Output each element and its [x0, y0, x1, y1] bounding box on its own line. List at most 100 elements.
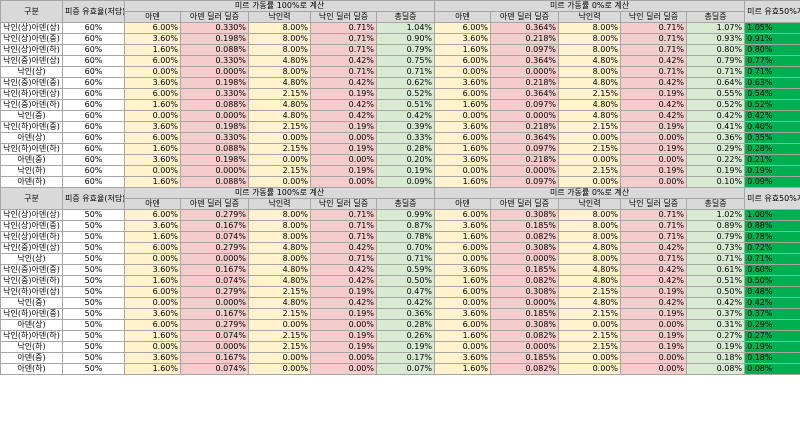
value-cell[interactable]: 0.308%	[490, 242, 560, 254]
value-cell[interactable]: 6.00%	[434, 88, 492, 100]
rate-cell[interactable]: 50%	[62, 319, 125, 331]
rate-cell[interactable]: 50%	[62, 242, 125, 254]
value-cell[interactable]: 0.71%	[310, 253, 377, 265]
value-cell[interactable]: 3.60%	[434, 264, 492, 276]
value-cell[interactable]: 0.082%	[490, 330, 560, 342]
row-name-cell[interactable]: 낙인(하)아덴(상)	[0, 286, 63, 298]
row-name-cell[interactable]: 아덴(중)	[0, 352, 63, 364]
value-cell[interactable]: 0.198%	[180, 154, 249, 166]
value-cell[interactable]: 2.15%	[248, 165, 311, 177]
value-cell[interactable]: 2.15%	[558, 286, 622, 298]
row-name-cell[interactable]: 낙인(중)아덴(상)	[0, 242, 63, 254]
value-cell[interactable]: 2.15%	[558, 121, 622, 133]
value-cell[interactable]: 1.60%	[124, 143, 181, 155]
value-cell[interactable]: 0.00%	[434, 253, 492, 265]
value-cell[interactable]: 4.80%	[248, 275, 311, 287]
value-cell[interactable]: 0.19%	[620, 88, 688, 100]
value-cell[interactable]: 0.51%	[686, 275, 746, 287]
value-cell[interactable]: 0.51%	[375, 99, 436, 111]
final-value-cell[interactable]: 0.52%	[744, 99, 800, 111]
value-cell[interactable]: 0.42%	[620, 55, 688, 67]
rate-cell[interactable]: 60%	[62, 33, 125, 45]
value-cell[interactable]: 0.42%	[310, 275, 377, 287]
value-cell[interactable]: 0.19%	[310, 143, 377, 155]
value-cell[interactable]: 2.15%	[248, 121, 311, 133]
value-cell[interactable]: 8.00%	[558, 209, 622, 221]
value-cell[interactable]: 4.80%	[248, 242, 311, 254]
value-cell[interactable]: 4.80%	[558, 110, 622, 122]
value-cell[interactable]: 4.80%	[558, 99, 622, 111]
value-cell[interactable]: 0.00%	[558, 154, 622, 166]
value-cell[interactable]: 0.00%	[310, 132, 377, 144]
value-cell[interactable]: 1.60%	[434, 275, 492, 287]
value-cell[interactable]: 0.20%	[375, 154, 436, 166]
value-cell[interactable]: 6.00%	[434, 209, 492, 221]
value-cell[interactable]: 0.00%	[124, 165, 181, 177]
value-cell[interactable]: 0.279%	[180, 286, 249, 298]
row-name-cell[interactable]: 낙인(하)아덴(중)	[0, 308, 63, 320]
value-cell[interactable]: 2.15%	[248, 143, 311, 155]
value-cell[interactable]: 0.42%	[620, 99, 688, 111]
value-cell[interactable]: 0.62%	[375, 77, 436, 89]
rate-cell[interactable]: 60%	[62, 121, 125, 133]
value-cell[interactable]: 0.00%	[558, 176, 622, 188]
value-cell[interactable]: 0.19%	[620, 341, 688, 353]
final-value-cell[interactable]: 0.88%	[744, 220, 800, 232]
value-cell[interactable]: 4.80%	[248, 297, 311, 309]
value-cell[interactable]: 0.07%	[375, 363, 436, 375]
value-cell[interactable]: 0.42%	[620, 264, 688, 276]
value-cell[interactable]: 4.80%	[558, 242, 622, 254]
value-cell[interactable]: 0.55%	[686, 88, 746, 100]
value-cell[interactable]: 0.73%	[686, 242, 746, 254]
value-cell[interactable]: 0.308%	[490, 209, 560, 221]
value-cell[interactable]: 0.00%	[124, 110, 181, 122]
value-cell[interactable]: 0.00%	[310, 154, 377, 166]
value-cell[interactable]: 3.60%	[124, 352, 181, 364]
value-cell[interactable]: 0.000%	[180, 253, 249, 265]
value-cell[interactable]: 8.00%	[248, 231, 311, 243]
final-value-cell[interactable]: 0.35%	[744, 132, 800, 144]
value-cell[interactable]: 8.00%	[558, 231, 622, 243]
value-cell[interactable]: 0.364%	[490, 22, 560, 34]
value-cell[interactable]: 0.082%	[490, 275, 560, 287]
final-value-cell[interactable]: 0.77%	[744, 55, 800, 67]
value-cell[interactable]: 0.00%	[558, 132, 622, 144]
value-cell[interactable]: 6.00%	[124, 209, 181, 221]
value-cell[interactable]: 0.19%	[686, 341, 746, 353]
value-cell[interactable]: 0.42%	[620, 110, 688, 122]
value-cell[interactable]: 0.90%	[375, 33, 436, 45]
value-cell[interactable]: 0.00%	[434, 341, 492, 353]
value-cell[interactable]: 0.198%	[180, 77, 249, 89]
final-value-cell[interactable]: 1.05%	[744, 22, 800, 34]
value-cell[interactable]: 0.64%	[686, 77, 746, 89]
final-value-cell[interactable]: 0.08%	[744, 363, 800, 375]
value-cell[interactable]: 0.00%	[620, 132, 688, 144]
value-cell[interactable]: 0.71%	[310, 220, 377, 232]
value-cell[interactable]: 0.42%	[375, 110, 436, 122]
value-cell[interactable]: 0.42%	[620, 275, 688, 287]
value-cell[interactable]: 0.42%	[310, 77, 377, 89]
final-value-cell[interactable]: 0.21%	[744, 154, 800, 166]
value-cell[interactable]: 0.00%	[248, 154, 311, 166]
value-cell[interactable]: 4.80%	[558, 77, 622, 89]
value-cell[interactable]: 0.36%	[686, 132, 746, 144]
value-cell[interactable]: 0.279%	[180, 319, 249, 331]
value-cell[interactable]: 0.71%	[310, 66, 377, 78]
value-cell[interactable]: 0.71%	[620, 253, 688, 265]
value-cell[interactable]: 4.80%	[558, 55, 622, 67]
value-cell[interactable]: 0.52%	[686, 99, 746, 111]
value-cell[interactable]: 0.19%	[620, 286, 688, 298]
value-cell[interactable]: 8.00%	[558, 253, 622, 265]
value-cell[interactable]: 0.167%	[180, 264, 249, 276]
value-cell[interactable]: 8.00%	[558, 220, 622, 232]
value-cell[interactable]: 0.00%	[124, 66, 181, 78]
final-value-cell[interactable]: 0.18%	[744, 352, 800, 364]
value-cell[interactable]: 0.42%	[686, 297, 746, 309]
value-cell[interactable]: 0.71%	[620, 231, 688, 243]
value-cell[interactable]: 0.59%	[375, 264, 436, 276]
value-cell[interactable]: 0.71%	[310, 22, 377, 34]
row-name-cell[interactable]: 아덴(하)	[0, 363, 63, 375]
value-cell[interactable]: 8.00%	[558, 33, 622, 45]
value-cell[interactable]: 3.60%	[434, 308, 492, 320]
value-cell[interactable]: 0.42%	[310, 242, 377, 254]
